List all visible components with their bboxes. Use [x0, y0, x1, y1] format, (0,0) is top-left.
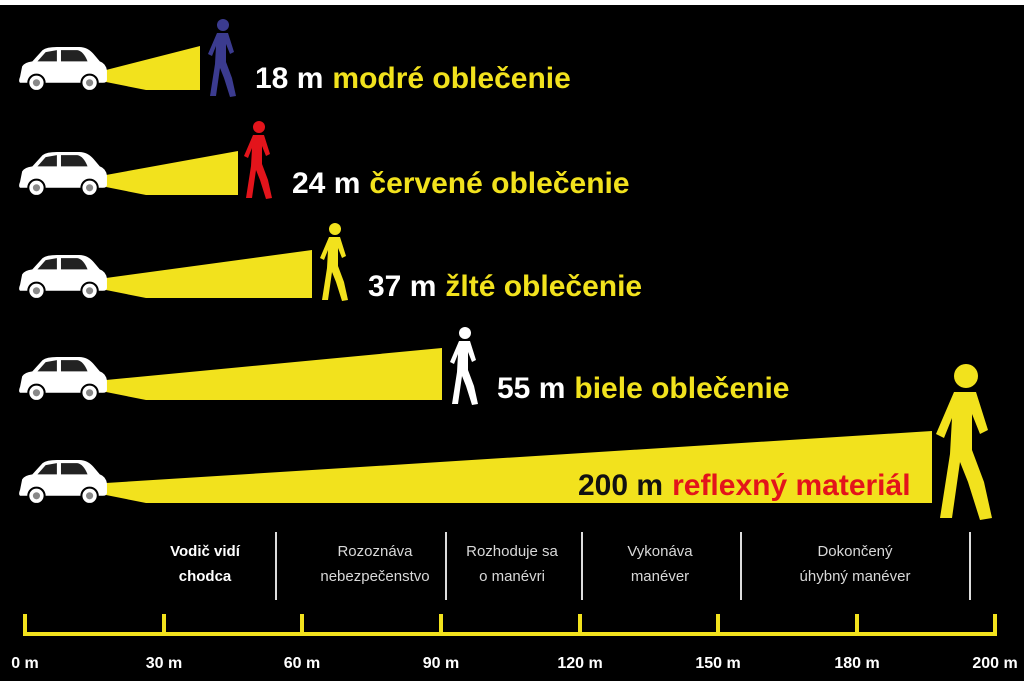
distance: 55 m: [497, 372, 565, 405]
axis-label: 30 m: [146, 655, 182, 672]
phase-text: Dokončený: [817, 543, 893, 560]
axis-label: 0 m: [11, 655, 39, 672]
distance-label: 37 m žlté oblečenie: [368, 270, 642, 303]
light-beam: [106, 431, 932, 503]
distance: 37 m: [368, 270, 436, 303]
distance-label: 18 m modré oblečenie: [255, 62, 571, 95]
clothing: biele oblečenie: [574, 372, 789, 405]
axis-label: 150 m: [695, 655, 740, 672]
phase-text: o manévri: [479, 568, 545, 585]
phase-text: Vodič vidí: [170, 543, 241, 560]
distance: 24 m: [292, 167, 360, 200]
distance-label: 24 m červené oblečenie: [292, 167, 630, 200]
distance-label: 200 m reflexný materiál: [578, 469, 911, 502]
axis-label: 180 m: [834, 655, 879, 672]
phase-text: úhybný manéver: [800, 568, 911, 585]
distance: 18 m: [255, 62, 323, 95]
phase-text: Vykonáva: [627, 543, 693, 560]
clothing: modré oblečenie: [332, 62, 570, 95]
axis-label: 90 m: [423, 655, 459, 672]
distance: 200 m: [578, 469, 663, 502]
clothing: reflexný materiál: [672, 469, 910, 502]
distance-label: 55 m biele oblečenie: [497, 372, 789, 405]
light-beam: [106, 46, 200, 90]
axis-label: 120 m: [557, 655, 602, 672]
phase-text: nebezpečenstvo: [320, 568, 429, 585]
background: [0, 5, 1024, 681]
phase-text: Rozhoduje sa: [466, 543, 558, 560]
clothing: červené oblečenie: [369, 167, 629, 200]
clothing: žlté oblečenie: [445, 270, 642, 303]
axis-label: 60 m: [284, 655, 320, 672]
light-beam: [106, 250, 312, 298]
light-beam: [106, 151, 238, 195]
phase-text: Rozoznáva: [337, 543, 413, 560]
light-beam: [106, 348, 442, 400]
phase-text: chodca: [179, 568, 232, 585]
phase-text: manéver: [631, 568, 689, 585]
axis-label: 200 m: [972, 655, 1017, 672]
